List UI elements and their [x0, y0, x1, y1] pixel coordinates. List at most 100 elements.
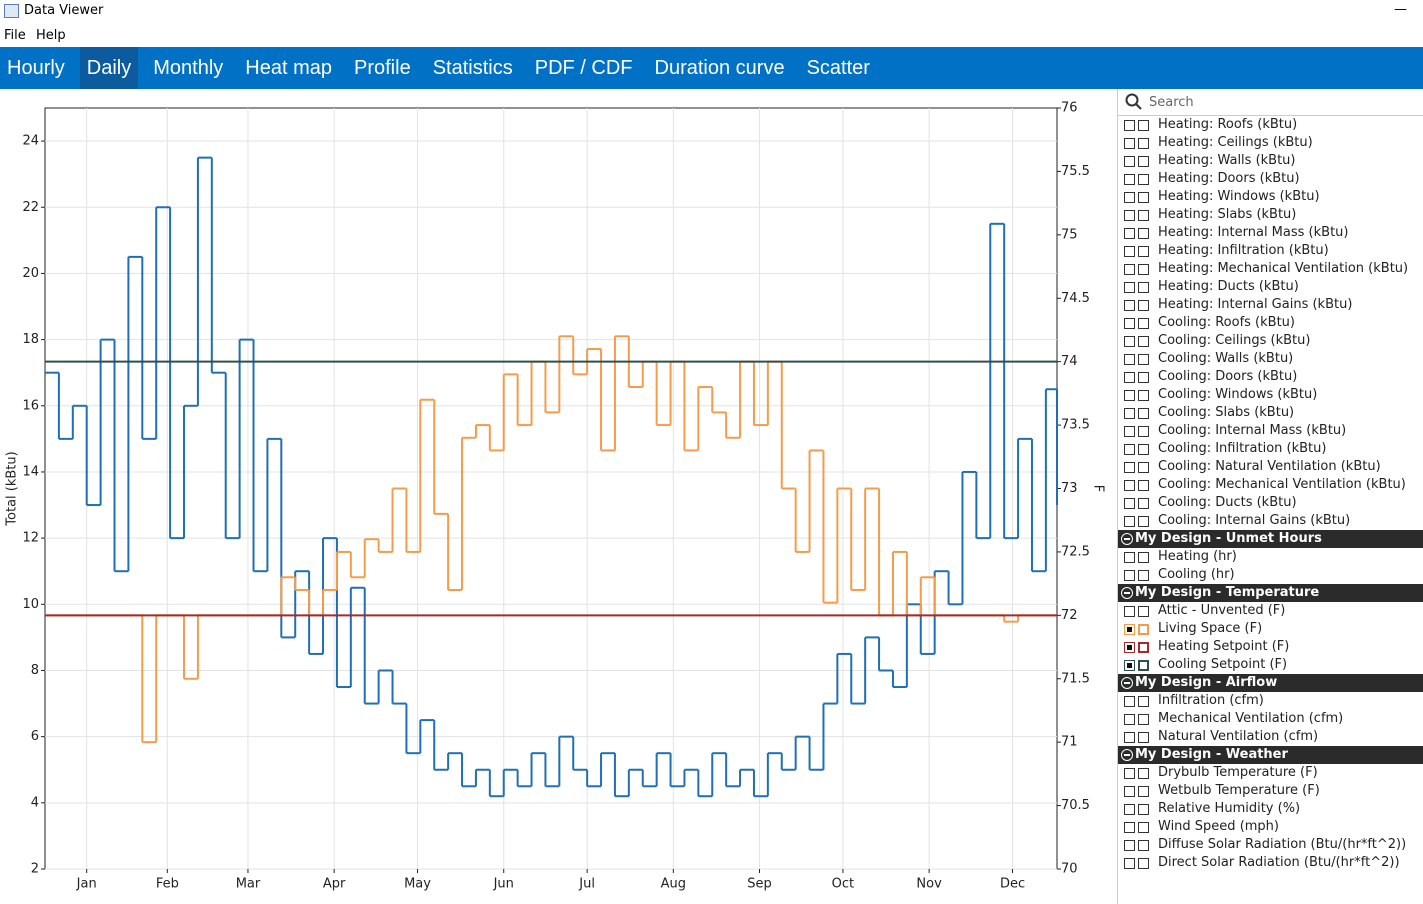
- tab[interactable]: PDF / CDF: [534, 57, 633, 79]
- collapse-icon[interactable]: [1121, 587, 1133, 599]
- checkbox[interactable]: [1138, 858, 1149, 869]
- checkbox[interactable]: [1138, 192, 1149, 203]
- tab[interactable]: Profile: [354, 57, 411, 79]
- checkbox[interactable]: [1138, 390, 1149, 401]
- series-item[interactable]: Heating: Infiltration (kBtu): [1118, 242, 1423, 260]
- menu-item[interactable]: File: [4, 28, 26, 43]
- series-item[interactable]: Heating: Ceilings (kBtu): [1118, 134, 1423, 152]
- series-item[interactable]: Cooling: Ducts (kBtu): [1118, 494, 1423, 512]
- checkbox[interactable]: [1138, 660, 1149, 671]
- checkbox[interactable]: [1124, 156, 1135, 167]
- series-item[interactable]: Heating: Walls (kBtu): [1118, 152, 1423, 170]
- series-item[interactable]: Cooling: Slabs (kBtu): [1118, 404, 1423, 422]
- checkbox[interactable]: [1124, 462, 1135, 473]
- series-item[interactable]: Attic - Unvented (F): [1118, 602, 1423, 620]
- series-item[interactable]: Wetbulb Temperature (F): [1118, 782, 1423, 800]
- series-item[interactable]: Cooling Setpoint (F): [1118, 656, 1423, 674]
- checkbox[interactable]: [1124, 408, 1135, 419]
- series-item[interactable]: Cooling: Infiltration (kBtu): [1118, 440, 1423, 458]
- tab[interactable]: Scatter: [806, 57, 870, 79]
- series-item[interactable]: Cooling (hr): [1118, 566, 1423, 584]
- checkbox[interactable]: [1138, 318, 1149, 329]
- checkbox[interactable]: [1124, 228, 1135, 239]
- checkbox[interactable]: [1138, 840, 1149, 851]
- series-item[interactable]: Cooling: Mechanical Ventilation (kBtu): [1118, 476, 1423, 494]
- checkbox[interactable]: [1124, 282, 1135, 293]
- checkbox[interactable]: [1138, 426, 1149, 437]
- series-item[interactable]: Infiltration (cfm): [1118, 692, 1423, 710]
- checkbox[interactable]: [1124, 696, 1135, 707]
- series-item[interactable]: Cooling: Internal Gains (kBtu): [1118, 512, 1423, 530]
- series-item[interactable]: Drybulb Temperature (F): [1118, 764, 1423, 782]
- checkbox[interactable]: [1138, 372, 1149, 383]
- checkbox[interactable]: [1138, 264, 1149, 275]
- checkbox[interactable]: [1124, 444, 1135, 455]
- menu-item[interactable]: Help: [36, 28, 66, 43]
- series-item[interactable]: Cooling: Natural Ventilation (kBtu): [1118, 458, 1423, 476]
- series-item[interactable]: Heating: Internal Gains (kBtu): [1118, 296, 1423, 314]
- series-item[interactable]: Heating (hr): [1118, 548, 1423, 566]
- series-item[interactable]: Cooling: Walls (kBtu): [1118, 350, 1423, 368]
- checkbox[interactable]: [1124, 714, 1135, 725]
- checkbox[interactable]: [1138, 444, 1149, 455]
- checkbox[interactable]: [1138, 804, 1149, 815]
- checkbox[interactable]: [1138, 822, 1149, 833]
- series-item[interactable]: Cooling: Doors (kBtu): [1118, 368, 1423, 386]
- checkbox[interactable]: [1124, 498, 1135, 509]
- checkbox[interactable]: [1124, 210, 1135, 221]
- checkbox[interactable]: [1124, 138, 1135, 149]
- checkbox[interactable]: [1138, 300, 1149, 311]
- checkbox[interactable]: [1124, 570, 1135, 581]
- series-item[interactable]: Cooling: Windows (kBtu): [1118, 386, 1423, 404]
- checkbox[interactable]: [1124, 300, 1135, 311]
- checkbox[interactable]: [1138, 516, 1149, 527]
- series-item[interactable]: Living Space (F): [1118, 620, 1423, 638]
- checkbox[interactable]: [1124, 516, 1135, 527]
- series-item[interactable]: Wind Speed (mph): [1118, 818, 1423, 836]
- checkbox[interactable]: [1124, 120, 1135, 131]
- checkbox[interactable]: [1124, 552, 1135, 563]
- series-item[interactable]: Heating: Doors (kBtu): [1118, 170, 1423, 188]
- checkbox[interactable]: [1124, 390, 1135, 401]
- series-item[interactable]: Natural Ventilation (cfm): [1118, 728, 1423, 746]
- checkbox[interactable]: [1138, 246, 1149, 257]
- series-item[interactable]: Heating: Internal Mass (kBtu): [1118, 224, 1423, 242]
- checkbox[interactable]: [1124, 660, 1135, 671]
- checkbox[interactable]: [1138, 156, 1149, 167]
- minimize-button[interactable]: —: [1394, 2, 1407, 17]
- group-header[interactable]: My Design - Unmet Hours: [1118, 530, 1423, 548]
- checkbox[interactable]: [1138, 696, 1149, 707]
- group-header[interactable]: My Design - Airflow: [1118, 674, 1423, 692]
- checkbox[interactable]: [1124, 246, 1135, 257]
- checkbox[interactable]: [1138, 552, 1149, 563]
- checkbox[interactable]: [1138, 786, 1149, 797]
- series-item[interactable]: Heating: Slabs (kBtu): [1118, 206, 1423, 224]
- checkbox[interactable]: [1124, 318, 1135, 329]
- series-item[interactable]: Heating: Roofs (kBtu): [1118, 116, 1423, 134]
- checkbox[interactable]: [1124, 768, 1135, 779]
- checkbox[interactable]: [1124, 804, 1135, 815]
- checkbox[interactable]: [1124, 642, 1135, 653]
- series-item[interactable]: Relative Humidity (%): [1118, 800, 1423, 818]
- tab[interactable]: Daily: [79, 47, 139, 89]
- series-item[interactable]: Direct Solar Radiation (Btu/(hr*ft^2)): [1118, 854, 1423, 872]
- checkbox[interactable]: [1124, 354, 1135, 365]
- collapse-icon[interactable]: [1121, 533, 1133, 545]
- checkbox[interactable]: [1138, 624, 1149, 635]
- tab[interactable]: Duration curve: [654, 57, 785, 79]
- checkbox[interactable]: [1124, 858, 1135, 869]
- tab[interactable]: Hourly: [7, 57, 65, 79]
- search-box[interactable]: Search: [1118, 89, 1423, 116]
- checkbox[interactable]: [1138, 408, 1149, 419]
- series-item[interactable]: Heating Setpoint (F): [1118, 638, 1423, 656]
- checkbox[interactable]: [1124, 174, 1135, 185]
- checkbox[interactable]: [1138, 120, 1149, 131]
- group-header[interactable]: My Design - Weather: [1118, 746, 1423, 764]
- checkbox[interactable]: [1124, 192, 1135, 203]
- checkbox[interactable]: [1138, 498, 1149, 509]
- checkbox[interactable]: [1138, 138, 1149, 149]
- checkbox[interactable]: [1138, 336, 1149, 347]
- checkbox[interactable]: [1138, 480, 1149, 491]
- checkbox[interactable]: [1138, 174, 1149, 185]
- checkbox[interactable]: [1138, 570, 1149, 581]
